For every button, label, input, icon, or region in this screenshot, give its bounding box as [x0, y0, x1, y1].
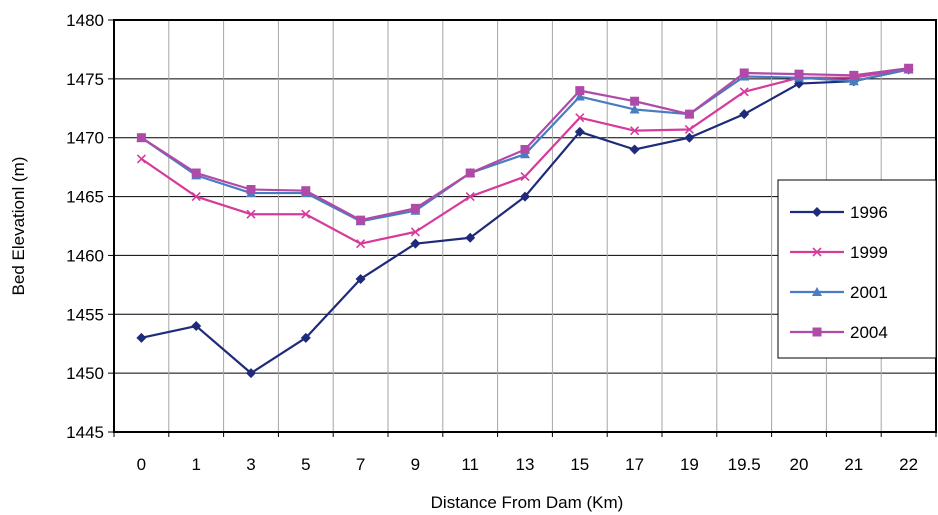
y-tick-label: 1480 [66, 11, 104, 30]
legend-marker [812, 327, 822, 337]
x-tick-label: 0 [137, 455, 146, 474]
data-point [520, 171, 530, 182]
data-point [739, 87, 749, 97]
data-point [575, 86, 585, 96]
data-point [848, 76, 859, 86]
x-tick-label: 5 [301, 455, 310, 474]
y-tick-label: 1445 [66, 423, 104, 442]
data-point [191, 168, 201, 178]
series-2004 [136, 63, 914, 225]
data-point [191, 192, 201, 202]
data-point [904, 63, 914, 73]
data-point [629, 104, 640, 114]
legend-box [777, 179, 937, 359]
x-tick-label: 15 [570, 455, 589, 474]
y-tick-label: 1465 [66, 188, 104, 207]
x-tick-label: 21 [844, 455, 863, 474]
x-tick-label: 19 [680, 455, 699, 474]
data-point [136, 332, 147, 343]
data-point [684, 132, 695, 143]
data-point [630, 126, 640, 136]
data-point [410, 227, 420, 237]
x-tick-label: 1 [191, 455, 200, 474]
data-point [465, 232, 476, 243]
legend-marker [812, 287, 822, 296]
x-tick-label: 9 [411, 455, 420, 474]
legend-item: 1999 [790, 243, 888, 262]
legend-label: 1999 [850, 243, 888, 262]
y-tick-label: 1460 [66, 246, 104, 265]
data-point [739, 109, 750, 120]
data-point [301, 186, 311, 196]
legend-label: 2001 [850, 283, 888, 302]
data-point [520, 191, 530, 202]
data-point [574, 91, 585, 101]
data-point [410, 203, 420, 213]
legend-item: 1996 [790, 203, 888, 222]
data-point [246, 209, 256, 219]
data-point [301, 209, 311, 219]
x-axis-title: Distance From Dam (Km) [431, 493, 624, 512]
data-point [684, 109, 694, 119]
data-point [574, 126, 585, 137]
y-tick-label: 1470 [66, 129, 104, 148]
grid [114, 19, 936, 432]
x-tick-label: 22 [899, 455, 918, 474]
data-point [849, 70, 859, 80]
y-tick-label: 1450 [66, 364, 104, 383]
data-point [465, 168, 475, 178]
legend-item: 2004 [790, 323, 888, 342]
legend-marker [812, 247, 822, 257]
x-tick-label: 19.5 [728, 455, 761, 474]
data-point [300, 332, 311, 343]
data-point [684, 124, 694, 135]
data-point [520, 144, 530, 154]
y-axis-title: Bed Elevationl (m) [9, 157, 28, 296]
data-point [630, 96, 640, 106]
y-tick-label: 1455 [66, 305, 104, 324]
data-point [356, 239, 366, 249]
data-point [246, 185, 256, 195]
x-tick-label: 11 [461, 455, 479, 474]
legend-marker [812, 207, 822, 217]
data-point [465, 192, 475, 202]
data-point [356, 215, 366, 225]
data-point [410, 238, 421, 249]
data-point [739, 68, 749, 78]
y-tick-labels: 1445 1450 1455 1460 1465 1470 1475 1480 [66, 11, 104, 442]
data-point [246, 368, 256, 379]
x-tick-label: 20 [790, 455, 809, 474]
legend: 1996 1999 2001 2004 [777, 179, 937, 359]
x-tick-label: 7 [356, 455, 365, 474]
legend-label: 1996 [850, 203, 888, 222]
data-point [136, 133, 146, 143]
legend-item: 2001 [790, 283, 888, 302]
data-point [355, 273, 366, 284]
series-layer [136, 63, 914, 379]
data-point [191, 321, 202, 332]
y-tick-label: 1475 [66, 70, 104, 89]
x-tick-label: 13 [516, 455, 535, 474]
x-tick-label: 3 [246, 455, 255, 474]
data-point [136, 154, 146, 164]
data-point [794, 69, 804, 79]
x-tick-labels: 0 1 3 5 7 9 11 13 15 17 19 19.5 20 21 22 [137, 455, 918, 474]
x-tick-label: 17 [625, 455, 644, 474]
legend-label: 2004 [850, 323, 888, 342]
data-point [575, 113, 585, 123]
data-point [629, 144, 640, 155]
